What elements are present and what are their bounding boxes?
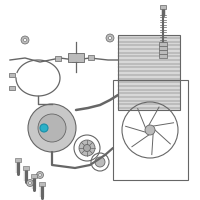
Circle shape	[79, 140, 95, 156]
Bar	[88, 54, 94, 60]
Circle shape	[29, 182, 31, 184]
Circle shape	[38, 114, 66, 142]
Bar	[68, 53, 84, 62]
Circle shape	[95, 157, 105, 167]
Bar	[15, 158, 21, 162]
Bar	[113, 80, 188, 180]
Circle shape	[40, 124, 48, 132]
Circle shape	[24, 38, 26, 42]
Bar	[39, 182, 45, 186]
Circle shape	[39, 174, 41, 176]
Bar	[160, 5, 166, 9]
Circle shape	[145, 125, 155, 135]
Circle shape	[28, 104, 76, 152]
Circle shape	[36, 171, 44, 178]
Circle shape	[26, 180, 34, 186]
Bar	[23, 166, 29, 170]
Circle shape	[106, 34, 114, 42]
Bar	[9, 73, 15, 77]
Bar	[159, 50, 167, 53]
Circle shape	[84, 144, 90, 152]
Bar	[118, 35, 180, 110]
Bar	[159, 42, 167, 46]
Bar	[31, 174, 37, 178]
Bar	[9, 86, 15, 90]
Circle shape	[21, 36, 29, 44]
Bar	[72, 56, 78, 62]
Bar	[159, 54, 167, 58]
Circle shape	[108, 36, 112, 40]
Bar	[159, 46, 167, 49]
Bar	[55, 55, 61, 60]
